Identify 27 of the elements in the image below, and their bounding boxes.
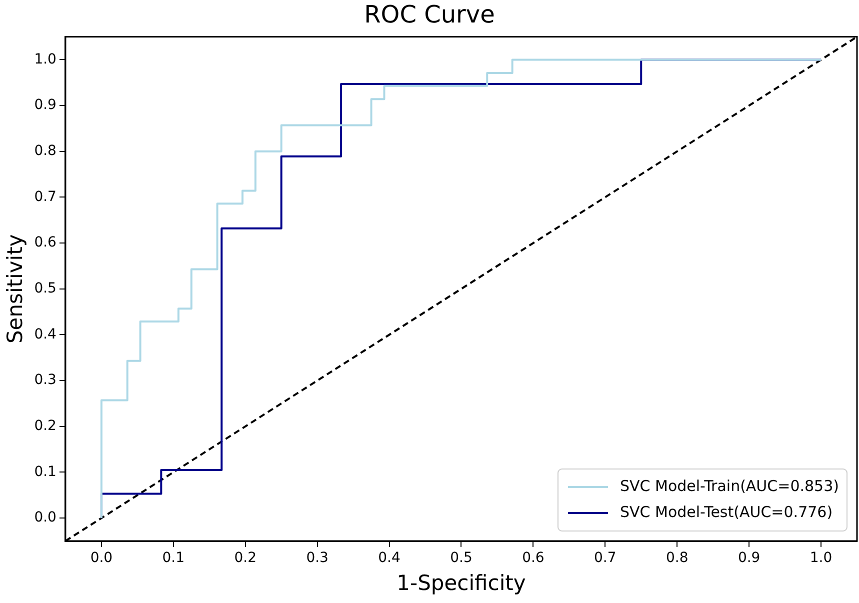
legend-label: SVC Model-Train(AUC=0.853) xyxy=(620,476,840,495)
y-tick-label: 0.0 xyxy=(34,510,56,526)
chart-title: ROC Curve xyxy=(364,0,495,29)
y-tick-label: 1.0 xyxy=(34,51,56,68)
y-tick-label: 0.1 xyxy=(34,464,56,480)
x-tick-label: 1.0 xyxy=(810,550,832,566)
y-tick-label: 0.2 xyxy=(34,418,56,434)
y-tick-label: 0.4 xyxy=(34,326,57,342)
y-axis-title: Sensitivity xyxy=(3,234,28,344)
y-tick-label: 0.7 xyxy=(34,188,56,205)
x-tick-label: 0.2 xyxy=(234,550,256,566)
y-tick-label: 0.8 xyxy=(34,143,56,160)
x-tick-label: 0.9 xyxy=(738,550,760,566)
x-tick-label: 0.8 xyxy=(666,550,688,566)
y-tick-label: 0.9 xyxy=(34,97,56,114)
x-tick-label: 0.1 xyxy=(162,550,185,566)
legend-label: SVC Model-Test(AUC=0.776) xyxy=(620,502,833,521)
y-tick-label: 0.5 xyxy=(34,280,56,297)
x-tick-label: 0.3 xyxy=(306,550,328,566)
y-tick-label: 0.6 xyxy=(34,234,57,251)
y-tick-label: 0.3 xyxy=(34,372,56,388)
x-tick-label: 0.0 xyxy=(90,550,113,566)
x-tick-label: 0.4 xyxy=(378,550,400,566)
x-tick-label: 0.5 xyxy=(450,550,472,566)
x-tick-label: 0.6 xyxy=(522,550,544,566)
x-tick-label: 0.7 xyxy=(594,550,616,566)
x-axis-title: 1-Specificity xyxy=(396,570,526,595)
